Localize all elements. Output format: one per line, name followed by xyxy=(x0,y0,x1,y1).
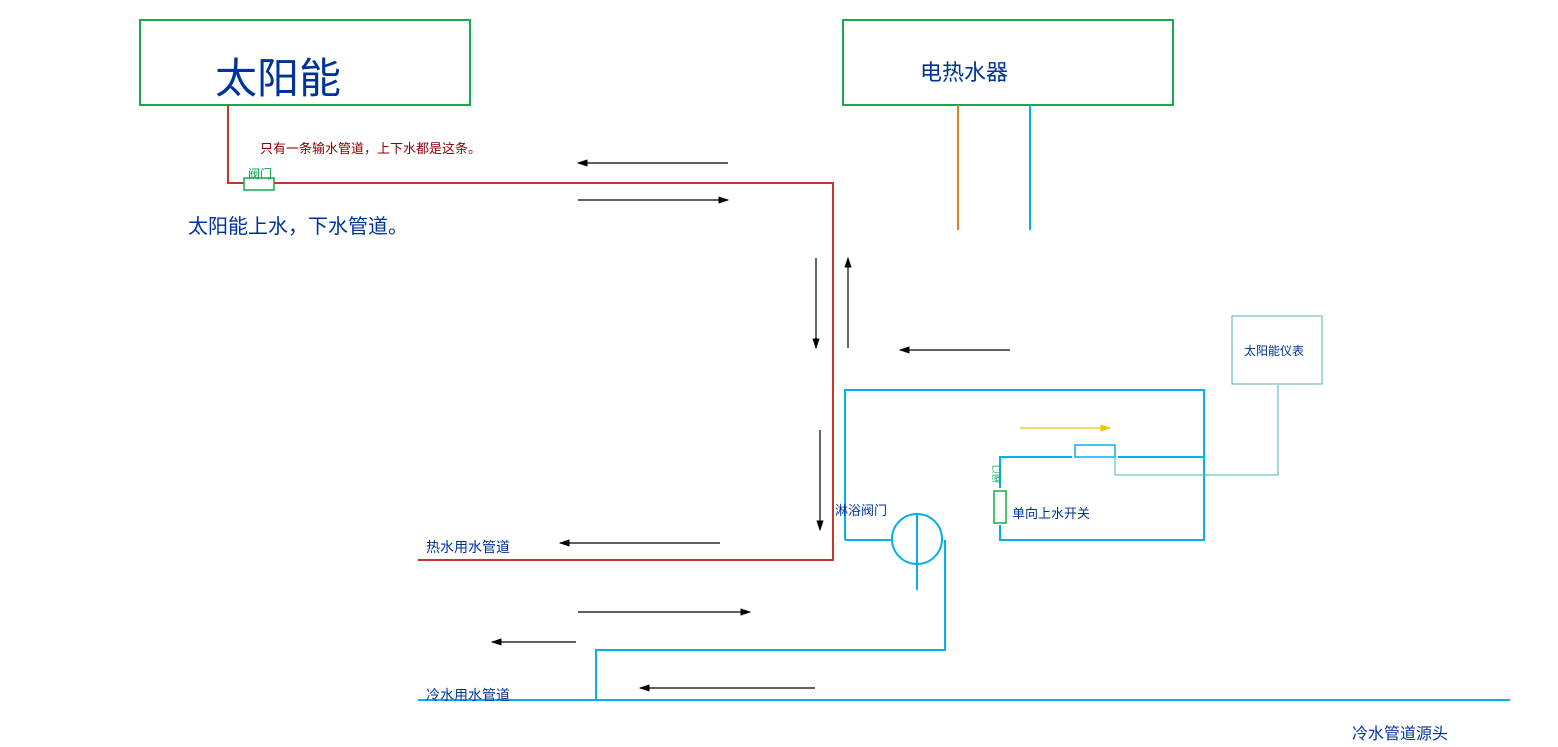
hot_water_label-label: 热水用水管道 xyxy=(426,537,510,557)
pipe-cyan_right_down xyxy=(1000,457,1204,540)
pipe-cyan_main xyxy=(596,540,1510,700)
oneway_label-label: 单向上水开关 xyxy=(1012,503,1090,522)
shower_valve_label-label: 淋浴阀门 xyxy=(835,500,887,519)
solar_title-label: 太阳能 xyxy=(215,45,341,106)
heater_title-label: 电热水器 xyxy=(920,55,1008,87)
piping-diagram xyxy=(0,0,1558,747)
valve_label-label: 阀门 xyxy=(248,165,272,182)
cold_source_label-label: 冷水管道源头 xyxy=(1352,720,1448,744)
cold_water_label-label: 冷水用水管道 xyxy=(426,685,510,705)
oneway_valve_text-label: 阀门 xyxy=(990,465,1003,483)
red_note-label: 只有一条输水管道，上下水都是这条。 xyxy=(260,138,481,157)
pipe-cyan_small_seg xyxy=(1000,457,1072,488)
blue-valve xyxy=(1075,445,1115,457)
pipe-red_solar_down xyxy=(228,105,833,560)
solar_pipe_label-label: 太阳能上水，下水管道。 xyxy=(188,210,408,239)
pipe-teal_meter_line xyxy=(1115,385,1278,475)
oneway-valve xyxy=(994,491,1006,523)
meter_title-label: 太阳能仪表 xyxy=(1244,342,1304,359)
